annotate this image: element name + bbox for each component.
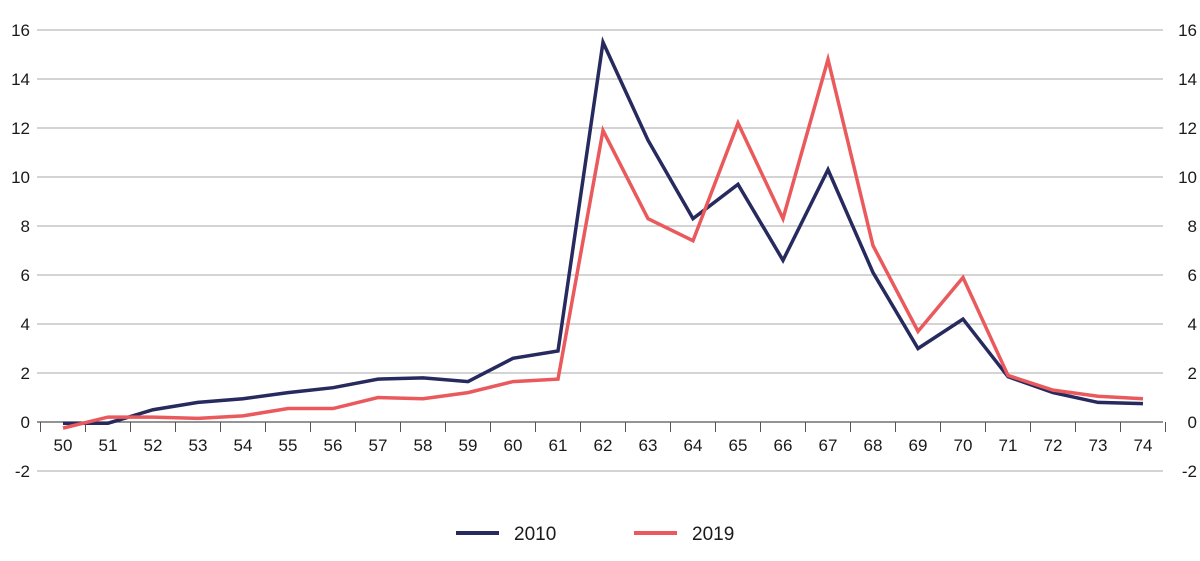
y-tick-label-left: 6 [21, 266, 30, 285]
x-tick-label: 55 [279, 436, 298, 455]
y-tick-label-left: -2 [15, 462, 30, 481]
x-tick-label: 62 [594, 436, 613, 455]
series-line-2010 [63, 36, 1144, 425]
y-tick-label-right: 6 [1188, 266, 1197, 285]
x-tick-label: 66 [774, 436, 793, 455]
y-tick-label-right: -2 [1182, 462, 1197, 481]
x-tick-label: 64 [684, 436, 703, 455]
x-tick-label: 72 [1044, 436, 1063, 455]
series-lines [62, 36, 1144, 430]
y-tick-label-right: 14 [1178, 70, 1197, 89]
y-tick-label-left: 2 [21, 364, 30, 383]
x-tick-label: 51 [99, 436, 118, 455]
x-tick-label: 59 [459, 436, 478, 455]
x-tick-label: 65 [729, 436, 748, 455]
x-tick-label: 70 [954, 436, 973, 455]
x-tick-label: 69 [909, 436, 928, 455]
x-tick-label: 50 [54, 436, 73, 455]
series-line-2019 [62, 52, 1144, 430]
y-axis-right: -2 0 2 4 6 8 10 12 14 16 [1178, 21, 1197, 481]
y-axis-left: -2 0 2 4 6 8 10 12 14 16 [11, 21, 30, 481]
x-tick-label: 58 [414, 436, 433, 455]
x-tick-label: 57 [369, 436, 388, 455]
legend: 2010 2019 [456, 524, 734, 545]
y-tick-label-right: 12 [1178, 119, 1197, 138]
x-tick-label: 61 [549, 436, 568, 455]
y-tick-label-left: 8 [21, 217, 30, 236]
legend-label-2010: 2010 [514, 524, 556, 545]
y-tick-label-right: 16 [1178, 21, 1197, 40]
x-tick-label: 52 [144, 436, 163, 455]
y-tick-label-left: 0 [21, 413, 30, 432]
y-tick-label-right: 2 [1188, 364, 1197, 383]
x-tick-label: 60 [504, 436, 523, 455]
y-tick-label-left: 10 [11, 168, 30, 187]
y-tick-label-left: 4 [21, 315, 30, 334]
y-tick-label-right: 4 [1188, 315, 1197, 334]
y-tick-label-left: 14 [11, 70, 30, 89]
x-tick-label: 56 [324, 436, 343, 455]
x-tick-label: 74 [1134, 436, 1153, 455]
legend-label-2019: 2019 [692, 524, 734, 545]
y-tick-label-right: 8 [1188, 217, 1197, 236]
x-tick-label: 63 [639, 436, 658, 455]
x-tick-label: 67 [819, 436, 838, 455]
x-tick-label: 71 [999, 436, 1018, 455]
x-tick-label: 53 [189, 436, 208, 455]
y-tick-label-right: 10 [1178, 168, 1197, 187]
y-tick-label-right: 0 [1188, 413, 1197, 432]
y-tick-label-left: 12 [11, 119, 30, 138]
gridlines [37, 29, 1163, 472]
x-tick-label: 68 [864, 436, 883, 455]
x-tick-label: 54 [234, 436, 253, 455]
y-tick-label-left: 16 [11, 21, 30, 40]
x-axis: 50 51 52 53 54 55 56 57 58 59 60 61 62 63 64 65 66 67 68 69… [40, 422, 1166, 455]
x-tick-label: 73 [1089, 436, 1108, 455]
